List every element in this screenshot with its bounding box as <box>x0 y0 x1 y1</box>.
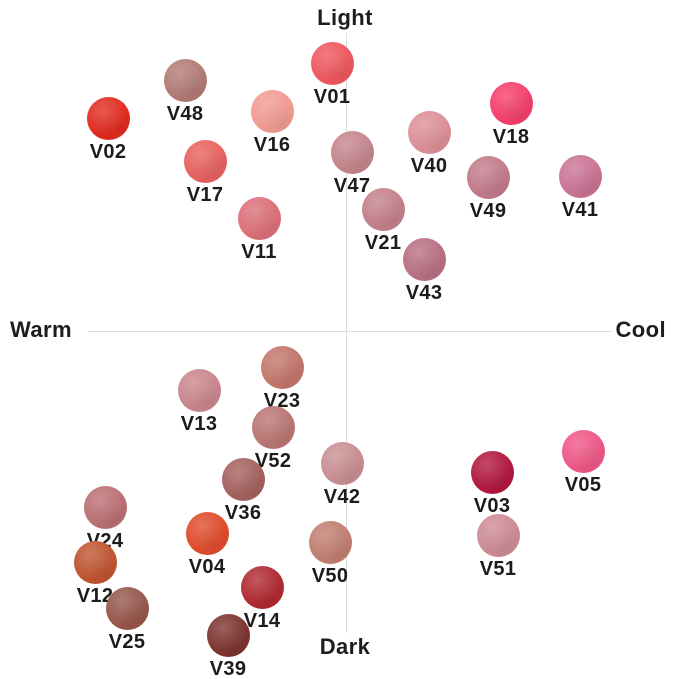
shade-label-v14: V14 <box>243 609 281 632</box>
shade-swatch-v21: V21 <box>338 187 428 255</box>
shade-label-v50: V50 <box>311 564 349 587</box>
shade-swatch-v47: V47 <box>307 130 397 198</box>
shade-label-v49: V49 <box>469 199 507 222</box>
shade-label-v04: V04 <box>188 555 226 578</box>
shade-label-v12: V12 <box>76 584 114 607</box>
shade-dot-v43 <box>402 237 446 281</box>
shade-dot-v41 <box>558 154 602 198</box>
warm-cool-axis-line <box>88 331 612 332</box>
shade-dot-v50 <box>308 520 352 564</box>
shade-label-v03: V03 <box>473 494 511 517</box>
shade-label-v42: V42 <box>323 485 361 508</box>
shade-swatch-v25: V25 <box>82 586 172 654</box>
shade-swatch-v49: V49 <box>443 155 533 223</box>
shade-label-v16: V16 <box>253 133 291 156</box>
shade-label-v52: V52 <box>254 449 292 472</box>
shade-dot-v04 <box>185 511 229 555</box>
shade-swatch-v03: V03 <box>447 450 537 518</box>
shade-swatch-v23: V23 <box>237 345 327 413</box>
shade-swatch-v18: V18 <box>466 81 556 149</box>
shade-swatch-v50: V50 <box>285 520 375 588</box>
shade-label-v17: V17 <box>186 183 224 206</box>
shade-swatch-v04: V04 <box>162 511 252 579</box>
light-dark-axis-line <box>346 33 347 633</box>
shade-label-v01: V01 <box>313 85 351 108</box>
shade-label-v05: V05 <box>564 473 602 496</box>
shade-swatch-v40: V40 <box>384 110 474 178</box>
shade-swatch-v11: V11 <box>214 196 304 264</box>
shade-swatch-v14: V14 <box>217 565 307 633</box>
shade-dot-v52 <box>251 405 295 449</box>
shade-label-v11: V11 <box>241 240 277 263</box>
shade-dot-v16 <box>250 89 294 133</box>
shade-dot-v25 <box>105 586 149 630</box>
shade-dot-v36 <box>221 457 265 501</box>
shade-swatch-v01: V01 <box>287 41 377 109</box>
shade-dot-v14 <box>240 565 284 609</box>
axis-label-warm: Warm <box>10 317 72 342</box>
shade-swatch-v51: V51 <box>453 513 543 581</box>
shade-swatch-v13: V13 <box>154 368 244 436</box>
shade-label-v21: V21 <box>364 231 402 254</box>
shade-dot-v03 <box>470 450 514 494</box>
shade-dot-v18 <box>489 81 533 125</box>
shade-dot-v11 <box>237 196 281 240</box>
shade-dot-v49 <box>466 155 510 199</box>
shade-label-v18: V18 <box>492 125 530 148</box>
shade-dot-v02 <box>86 96 130 140</box>
shade-dot-v24 <box>83 485 127 529</box>
shade-dot-v12 <box>73 540 117 584</box>
shade-swatch-v52: V52 <box>228 405 318 473</box>
shade-dot-v23 <box>260 345 304 389</box>
shade-dot-v40 <box>407 110 451 154</box>
shade-swatch-v39: V39 <box>183 613 273 679</box>
shade-swatch-v05: V05 <box>538 429 628 497</box>
shade-swatch-v42: V42 <box>297 441 387 509</box>
shade-swatch-v16: V16 <box>227 89 317 157</box>
shade-dot-v21 <box>361 187 405 231</box>
shade-dot-v39 <box>206 613 250 657</box>
shade-swatch-v12: V12 <box>50 540 140 608</box>
shade-swatch-v36: V36 <box>198 457 288 525</box>
shade-label-v02: V02 <box>89 140 127 163</box>
shade-label-v48: V48 <box>166 102 204 125</box>
axis-label-dark: Dark <box>319 634 371 659</box>
shade-dot-v48 <box>163 58 207 102</box>
shade-label-v43: V43 <box>405 281 443 304</box>
shade-label-v51: V51 <box>479 557 517 580</box>
shade-dot-v01 <box>310 41 354 85</box>
shade-label-v40: V40 <box>410 154 448 177</box>
shade-label-v39: V39 <box>209 657 247 679</box>
shade-swatch-v43: V43 <box>379 237 469 305</box>
shade-swatch-v17: V17 <box>160 139 250 207</box>
shade-label-v41: V41 <box>561 198 599 221</box>
shade-label-v25: V25 <box>108 630 146 653</box>
shade-dot-v17 <box>183 139 227 183</box>
axis-label-light: Light <box>317 5 373 30</box>
shade-label-v13: V13 <box>180 412 218 435</box>
shade-dot-v47 <box>330 130 374 174</box>
shade-swatch-v41: V41 <box>535 154 625 222</box>
shade-dot-v51 <box>476 513 520 557</box>
shade-swatch-v48: V48 <box>140 58 230 126</box>
shade-dot-v42 <box>320 441 364 485</box>
shade-dot-v13 <box>177 368 221 412</box>
shade-label-v47: V47 <box>333 174 371 197</box>
shade-swatch-v02: V02 <box>63 96 153 164</box>
shade-label-v36: V36 <box>224 501 262 524</box>
axis-label-cool: Cool <box>615 317 666 342</box>
shade-dot-v05 <box>561 429 605 473</box>
